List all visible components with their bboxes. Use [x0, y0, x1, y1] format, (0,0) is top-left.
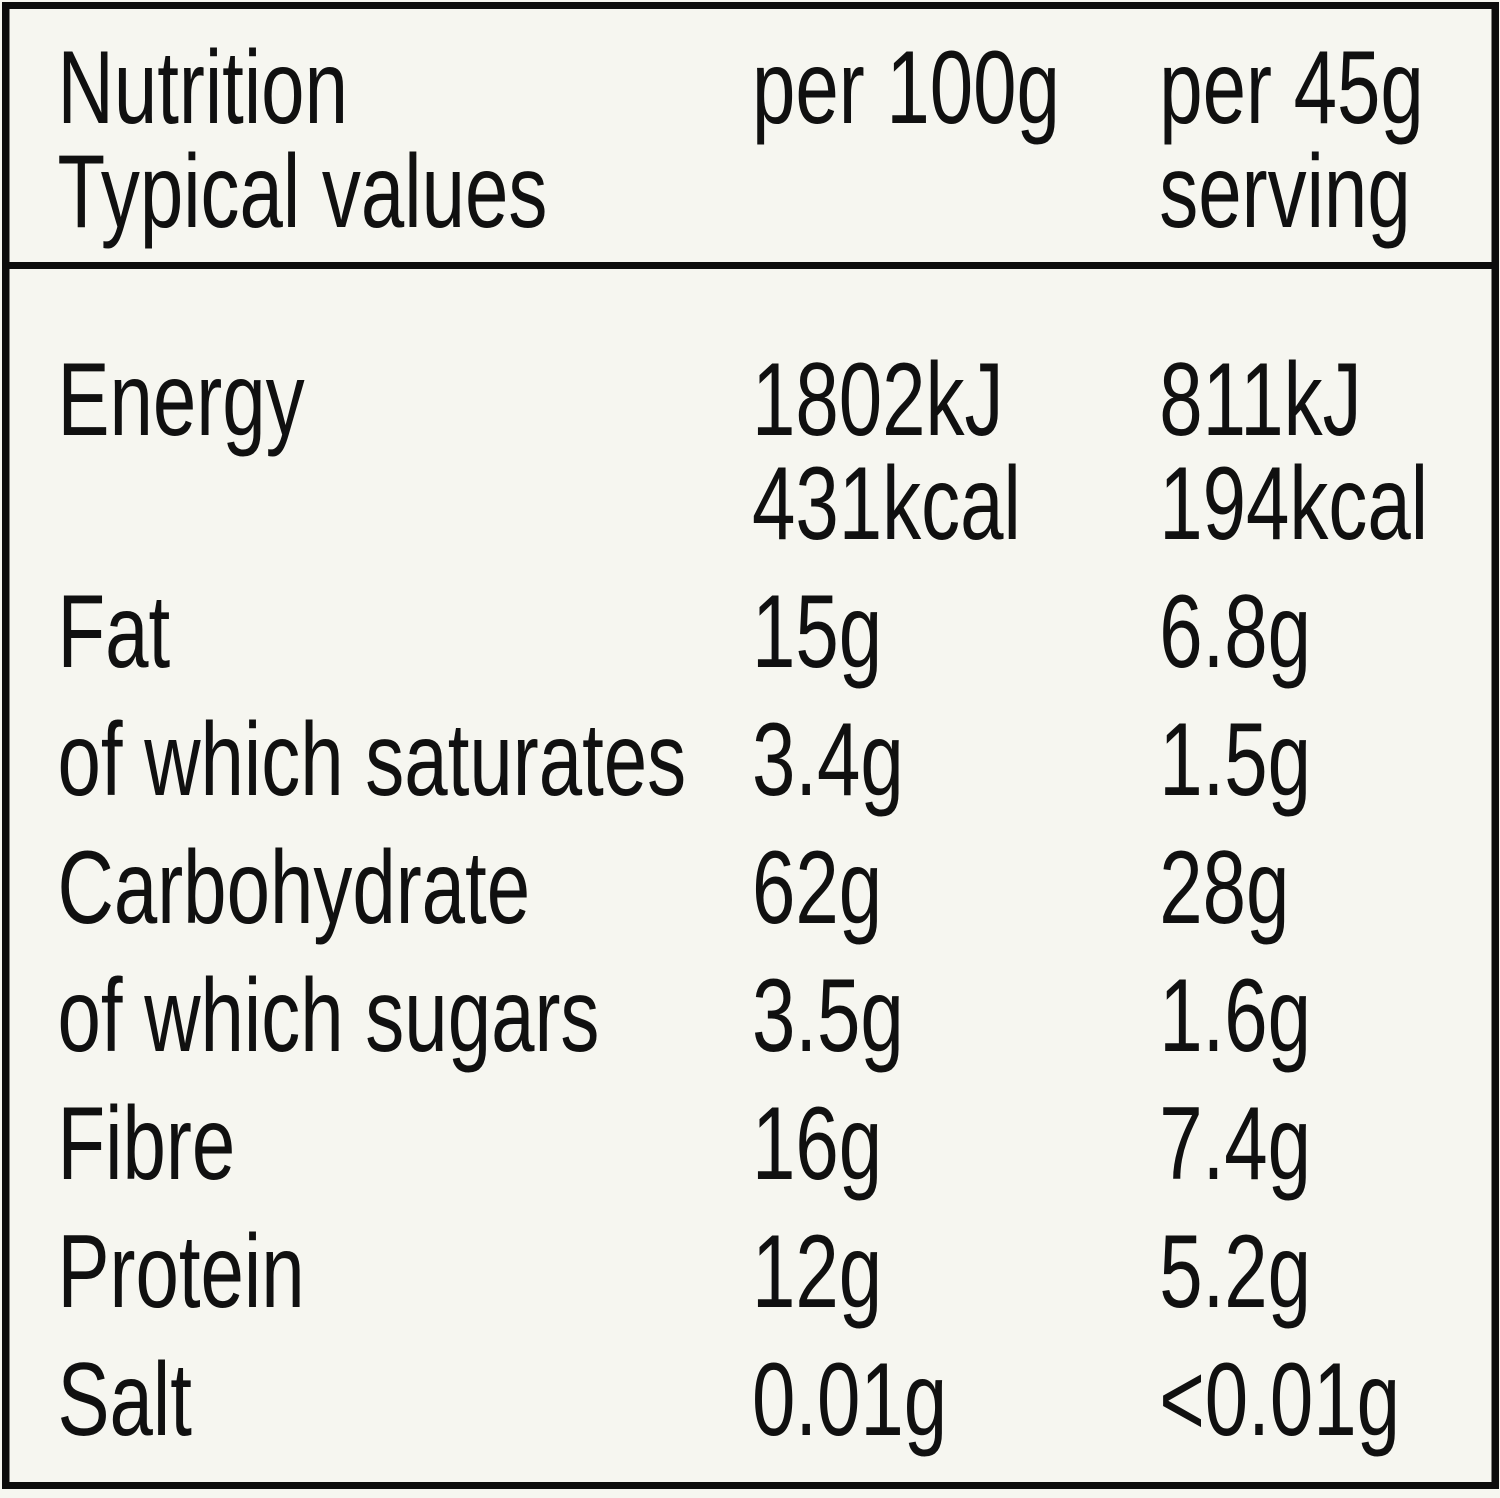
column-header-per-serving: per 45g serving — [1159, 36, 1491, 244]
row-label: of which saturates — [57, 702, 687, 818]
per-serving-value-line2: 194kcal — [1159, 446, 1429, 562]
per-100g-value: 12g — [752, 1214, 883, 1330]
column-header-per-serving-line2: serving — [1159, 134, 1411, 250]
column-header-per-100g: per 100g — [752, 30, 1060, 146]
per-serving-value: 1.5g — [1159, 702, 1312, 818]
per-100g-value: 0.01g — [752, 1342, 948, 1458]
per-serving-value: 6.8g — [1159, 574, 1312, 690]
column-header-per-serving-line1: per 45g — [1159, 30, 1424, 146]
row-label: Fat — [57, 574, 171, 690]
table-row-fibre: Fibre 16g 7.4g — [58, 1092, 1492, 1196]
row-label: of which sugars — [57, 958, 600, 1074]
per-100g-value-line2: 431kcal — [752, 446, 1021, 562]
per-serving-value: 28g — [1159, 830, 1290, 946]
per-serving-value: 811kJ — [1159, 342, 1362, 458]
per-100g-value: 3.4g — [752, 702, 904, 818]
table-row-protein: Protein 12g 5.2g — [58, 1220, 1492, 1324]
per-serving-value: 7.4g — [1159, 1086, 1312, 1202]
table-row-carbohydrate: Carbohydrate 62g 28g — [58, 836, 1492, 940]
table-row-saturates: of which saturates 3.4g 1.5g — [58, 708, 1492, 812]
per-100g-value: 15g — [752, 574, 883, 690]
table-row-energy: Energy 1802kJ 431kcal 811kJ 194kcal — [58, 348, 1492, 556]
header-title-cell: Nutrition Typical values — [58, 36, 753, 244]
per-serving-value: 5.2g — [1159, 1214, 1312, 1330]
table-header: Nutrition Typical values per 100g per 45… — [9, 9, 1492, 269]
row-label: Energy — [57, 342, 305, 458]
row-label: Salt — [57, 1342, 192, 1458]
per-100g-value: 62g — [752, 830, 883, 946]
row-label: Protein — [57, 1214, 305, 1330]
row-label: Carbohydrate — [57, 830, 531, 946]
per-100g-value: 1802kJ — [752, 342, 1004, 458]
per-serving-cell: 811kJ 194kcal — [1159, 348, 1491, 556]
table-row-sugars: of which sugars 3.5g 1.6g — [58, 964, 1492, 1068]
table-body: Energy 1802kJ 431kcal 811kJ 194kcal Fat … — [10, 269, 1492, 1452]
per-100g-value: 3.5g — [752, 958, 904, 1074]
table-subtitle: Typical values — [57, 134, 548, 250]
per-serving-value: 1.6g — [1159, 958, 1312, 1074]
table-row-fat: Fat 15g 6.8g — [58, 580, 1492, 684]
per-100g-cell: 1802kJ 431kcal — [752, 348, 1159, 556]
per-serving-value: <0.01g — [1159, 1342, 1400, 1458]
per-100g-value: 16g — [752, 1086, 883, 1202]
row-label: Fibre — [57, 1086, 236, 1202]
table-title: Nutrition — [57, 30, 348, 146]
table-row-salt: Salt 0.01g <0.01g — [58, 1348, 1492, 1452]
